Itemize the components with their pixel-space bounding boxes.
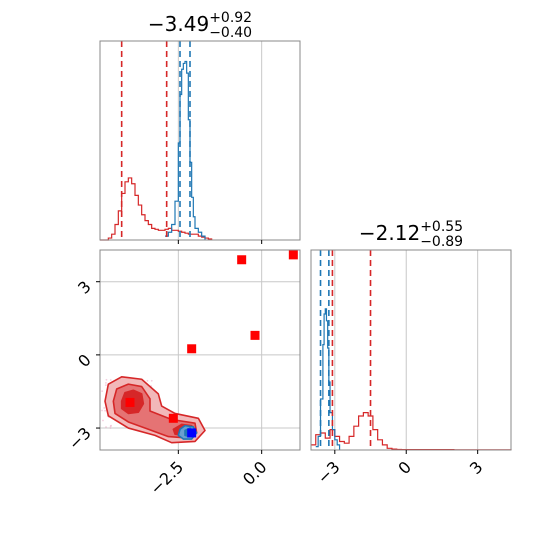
sample-point [101, 390, 104, 393]
marginal-y-title-value: −2.12 [359, 221, 420, 245]
blue-histogram [165, 60, 206, 240]
red-point-3 [250, 330, 260, 340]
sample-point [105, 378, 108, 381]
marginal-x-panel: −3.49+0.92−0.40 [99, 10, 301, 244]
marginal-y-title-plus: +0.55 [420, 219, 463, 235]
y-tick-label-2: 3 [74, 277, 95, 298]
marginal-x-title: −3.49+0.92 [148, 10, 252, 36]
marginal-x-frame [99, 40, 301, 241]
sample-point [102, 419, 104, 422]
blue-point-0 [187, 428, 197, 438]
marginal-y-title-minus: −0.89 [420, 234, 463, 250]
sample-point [150, 379, 153, 382]
red-point-1 [168, 413, 178, 423]
joint-panel: −2.5 0.0 −3 0 3 [65, 249, 301, 498]
sample-point [109, 425, 112, 428]
sample-point [104, 384, 107, 387]
red-point-4 [237, 255, 247, 265]
sample-point [104, 409, 106, 412]
marginal-y-title: −2.12+0.55 [359, 219, 463, 245]
sample-point [109, 379, 112, 381]
y-tick-label-0: −3 [65, 423, 95, 453]
red-point-5 [288, 250, 298, 260]
sample-point [101, 409, 103, 412]
marginal-x-title-plus: +0.92 [209, 10, 252, 26]
y-tick-label-1: 0 [74, 350, 95, 371]
red-histogram [311, 412, 512, 451]
sample-point [109, 427, 112, 429]
sample-point [103, 407, 106, 409]
red-histogram [100, 177, 213, 241]
sample-point [146, 379, 149, 382]
x-tick-label-0: −2.5 [146, 457, 187, 498]
x-tick-label-1: 0 [394, 457, 415, 478]
x-tick-label-0: −3 [314, 457, 344, 487]
marginal-y-panel: −3 0 3 −2.12+0.55−0.89 [310, 219, 512, 488]
blue-histogram [315, 308, 341, 450]
marginal-x-title-value: −3.49 [148, 12, 209, 36]
red-point-0 [125, 397, 135, 407]
x-tick-label-2: 3 [466, 457, 487, 478]
sample-point [105, 381, 107, 384]
sample-point [105, 426, 107, 428]
joint-frame [99, 249, 301, 451]
marginal-y-frame [310, 249, 512, 451]
red-point-2 [187, 344, 197, 354]
x-tick-label-1: 0.0 [239, 457, 270, 488]
marginal-x-title-minus: −0.40 [209, 25, 252, 41]
